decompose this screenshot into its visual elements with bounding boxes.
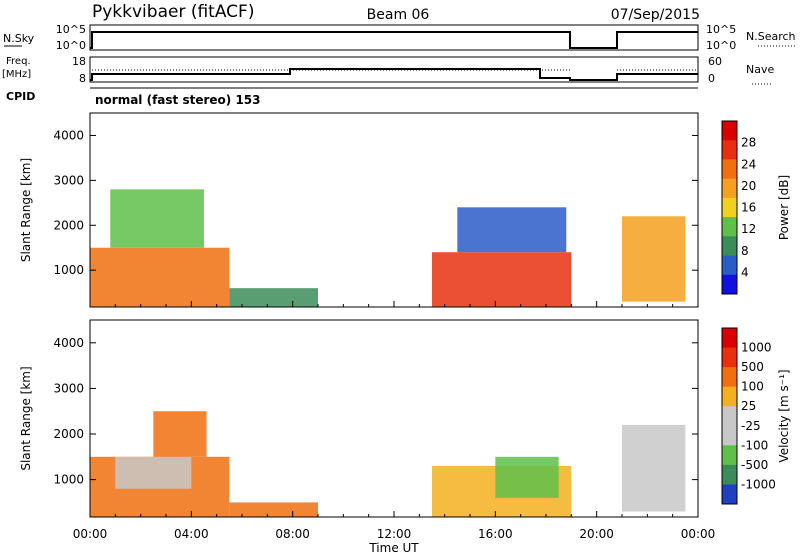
time-tick-label: 20:00	[579, 527, 614, 541]
power-scatter-region	[622, 216, 686, 302]
velocity-colorbar-tick: -100	[741, 438, 768, 452]
velocity-colorbar-tick: 100	[741, 380, 764, 394]
power-ytick-label: 2000	[53, 218, 84, 232]
nsky-trace	[90, 31, 698, 49]
power-colorbar-tick: 4	[741, 265, 749, 279]
time-tick-label: 08:00	[275, 527, 310, 541]
velocity-scatter-region	[229, 502, 318, 517]
power-scatter-region	[110, 189, 204, 248]
nsky-tick-bottom: 10^0	[56, 39, 86, 52]
power-colorbar-segment	[722, 140, 737, 160]
velocity-scatter-region	[153, 411, 207, 457]
velocity-colorbar-label: Velocity [m s⁻¹]	[777, 369, 791, 462]
beam-label: Beam 06	[367, 7, 430, 23]
power-colorbar-segment	[722, 217, 737, 237]
power-colorbar-tick: 24	[741, 157, 756, 171]
cpid-value: normal (fast stereo) 153	[95, 93, 261, 107]
power-colorbar-tick: 16	[741, 201, 756, 215]
power-scatter-region	[432, 252, 572, 307]
time-axis: 00:00 04:00 08:00 12:00 16:00 20:00 00:00 Time …	[73, 527, 716, 554]
date-label: 07/Sep/2015	[611, 7, 700, 23]
nsky-label: N.Sky	[3, 32, 35, 45]
nsky-strip-frame	[89, 24, 699, 51]
velocity-colorbar-segment	[722, 484, 737, 505]
power-colorbar-segment	[722, 178, 737, 199]
velocity-colorbar-tick: -25	[741, 419, 761, 433]
power-colorbar-segment	[722, 255, 737, 276]
power-scatter-region	[229, 288, 318, 307]
freq-strip: Freq. [MHz] 18 8 60 0 Nave CPID normal (…	[2, 55, 774, 107]
velocity-colorbar-frame	[721, 327, 738, 505]
freq-trace	[90, 68, 698, 81]
velocity-colorbar-segment	[722, 445, 737, 466]
time-axis-label: Time UT	[368, 541, 419, 554]
nsky-tick-top: 10^5	[56, 23, 86, 36]
nsearch-tick-bottom: 10^0	[706, 39, 736, 52]
cpid-label: CPID	[6, 90, 35, 103]
time-tick-label: 00:00	[681, 527, 716, 541]
velocity-panel: 1000 2000 3000 4000 Slant Range [km] 1000 500 1…	[19, 319, 791, 518]
power-ytick-label: 4000	[53, 128, 84, 142]
power-ylabel: Slant Range [km]	[19, 158, 33, 262]
freq-label: Freq.	[6, 56, 31, 67]
velocity-colorbar-segment	[722, 328, 737, 349]
velocity-ytick-label: 4000	[53, 336, 84, 350]
power-scatter-region	[90, 247, 230, 307]
velocity-colorbar-segment	[722, 386, 737, 407]
power-colorbar-tick: 28	[741, 136, 756, 150]
power-ytick-label: 3000	[53, 173, 84, 187]
power-colorbar-tick: 8	[741, 244, 749, 258]
freq-tick-bottom: 8	[79, 72, 86, 85]
velocity-ytick-label: 3000	[53, 381, 84, 395]
power-colorbar-segment	[722, 159, 737, 180]
power-colorbar-segment	[722, 274, 737, 295]
station-title: Pykkvibaer (fitACF)	[92, 2, 254, 22]
velocity-ytick-label: 2000	[53, 427, 84, 441]
power-colorbar-tick: 12	[741, 222, 756, 236]
power-scatter-region	[457, 207, 567, 253]
freq-strip-frame	[89, 56, 699, 83]
velocity-scatter-region	[622, 424, 686, 512]
power-colorbar-label: Power [dB]	[777, 175, 791, 240]
velocity-colorbar-segment	[722, 425, 737, 446]
nave-tick-bottom: 0	[708, 72, 715, 85]
velocity-colorbar-segment	[722, 406, 737, 427]
velocity-colorbar-tick: -1000	[741, 477, 776, 491]
freq-unit: [MHz]	[2, 69, 31, 80]
nsky-strip: N.Sky 10^5 10^0 10^5 10^0 N.Search	[3, 23, 796, 52]
power-ytick-label: 1000	[53, 263, 84, 277]
power-colorbar-segment	[722, 121, 737, 141]
power-colorbar-segment	[722, 197, 737, 218]
time-tick-label: 12:00	[377, 527, 412, 541]
freq-tick-top: 18	[72, 55, 86, 68]
time-tick-label: 16:00	[478, 527, 513, 541]
power-panel: 1000 2000 3000 4000 Slant Range [km] 4 8 12 16 20…	[19, 112, 791, 308]
power-colorbar-segment	[722, 236, 737, 257]
velocity-colorbar-segment	[722, 464, 737, 485]
velocity-colorbar-tick: 25	[741, 399, 756, 413]
time-tick-label: 04:00	[174, 527, 209, 541]
time-tick-label: 00:00	[73, 527, 108, 541]
nsearch-tick-top: 10^5	[706, 23, 736, 36]
power-colorbar-tick: 20	[741, 179, 756, 193]
velocity-colorbar-segment	[722, 347, 737, 368]
nsearch-label: N.Search	[746, 30, 796, 43]
velocity-ylabel: Slant Range [km]	[19, 366, 33, 470]
power-colorbar-frame	[721, 120, 738, 295]
nave-tick-top: 60	[708, 55, 722, 68]
velocity-colorbar-segment	[722, 367, 737, 388]
nave-label: Nave	[746, 63, 774, 76]
velocity-colorbar-tick: -500	[741, 458, 768, 472]
velocity-scatter-region	[495, 456, 559, 498]
velocity-colorbar-tick: 500	[741, 360, 764, 374]
velocity-colorbar-tick: 1000	[741, 341, 772, 355]
velocity-scatter-region	[115, 456, 192, 489]
velocity-ytick-label: 1000	[53, 473, 84, 487]
